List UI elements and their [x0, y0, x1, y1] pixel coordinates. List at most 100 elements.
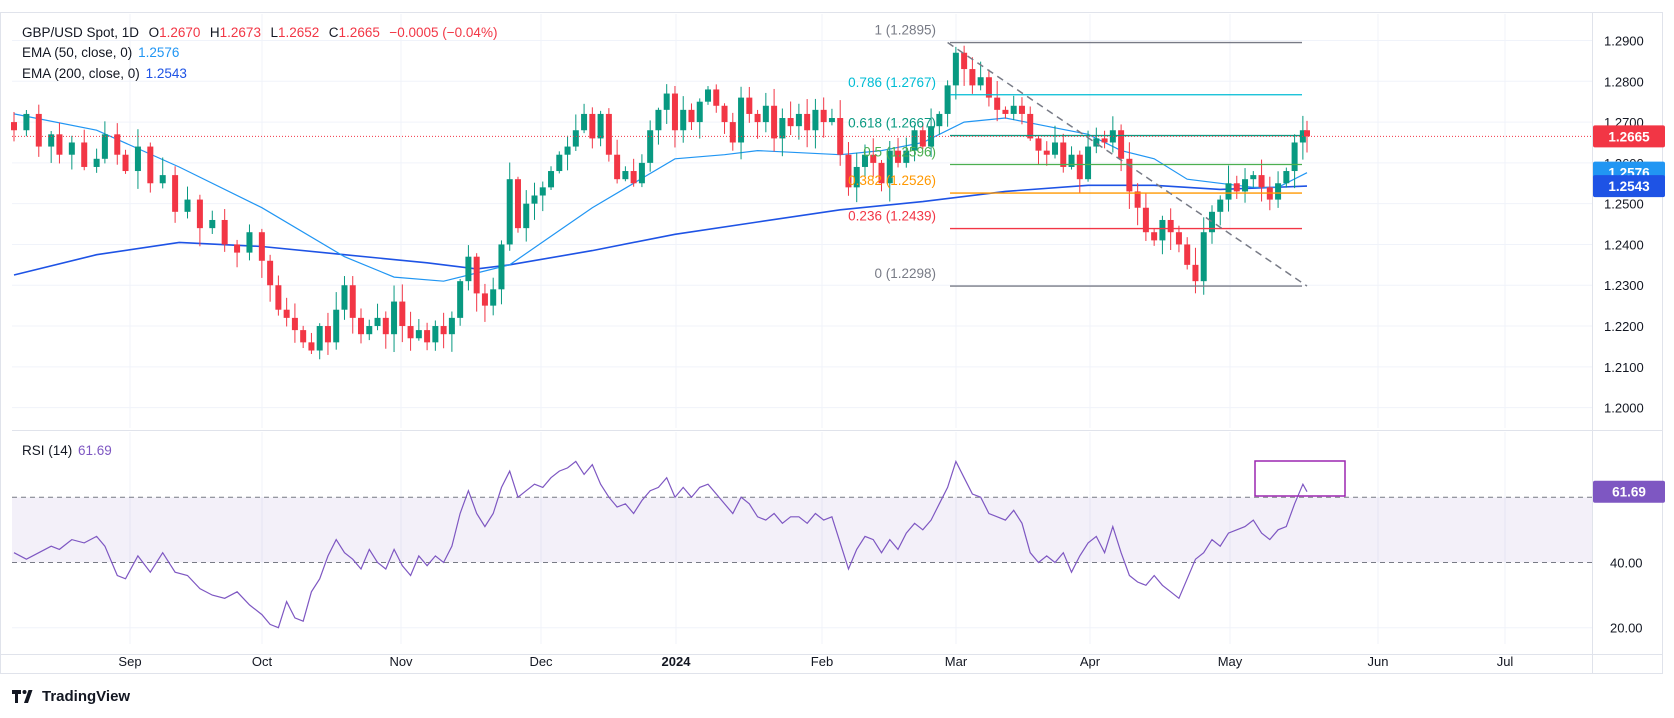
candle-body: [1217, 199, 1224, 212]
candle-body: [481, 293, 488, 306]
candle-body: [729, 122, 736, 143]
candle-body: [1233, 183, 1240, 192]
ema50-label: EMA (50, close, 0): [22, 45, 133, 60]
candle-body: [804, 113, 811, 131]
candle-body: [341, 285, 348, 310]
ema50-value: 1.2576: [138, 45, 180, 60]
time-tick-label: Nov: [389, 654, 413, 669]
candle-body: [399, 301, 406, 327]
rsi-tick-label: 20.00: [1610, 621, 1643, 636]
rsi-tick-label: 40.00: [1610, 555, 1643, 570]
chart-frame: [0, 12, 1663, 674]
candle-body: [903, 150, 910, 163]
candle-body: [1010, 105, 1017, 114]
candle-body: [465, 256, 472, 282]
candle-body: [1085, 146, 1092, 180]
candle-body: [911, 130, 918, 151]
candle-body: [506, 179, 513, 245]
tradingview-logo[interactable]: TradingView: [12, 688, 130, 705]
candle-body: [680, 109, 687, 131]
candle-body: [1043, 150, 1050, 155]
candle-body: [1225, 183, 1232, 200]
candle-body: [523, 203, 530, 229]
candle-body: [448, 317, 455, 335]
candle-body: [1192, 264, 1199, 282]
candle-body: [114, 134, 121, 155]
candle-body: [324, 326, 331, 343]
ema50-legend[interactable]: EMA (50, close, 0) 1.2576: [22, 45, 181, 60]
open-value: 1.2670: [159, 25, 201, 40]
rsi-badge: 61.69: [1612, 485, 1646, 500]
time-tick-label: Apr: [1080, 654, 1101, 669]
candle-body: [349, 285, 356, 318]
candle-body: [1134, 191, 1141, 208]
ema200-value: 1.2543: [145, 66, 187, 81]
candle-body: [994, 97, 1001, 110]
candle-body: [68, 142, 75, 155]
candle-body: [622, 171, 629, 180]
candle-body: [415, 330, 422, 339]
candle-body: [630, 171, 637, 184]
candle-body: [234, 244, 241, 253]
candle-body: [1175, 232, 1182, 245]
time-tick-label: Jun: [1368, 654, 1389, 669]
price-tick-label: 1.2500: [1604, 197, 1644, 212]
time-tick-label: 2024: [662, 654, 692, 669]
candle-body: [283, 309, 290, 318]
ema200-badge-bg: [1593, 175, 1665, 198]
time-tick-label: Mar: [945, 654, 968, 669]
candle-body: [473, 256, 480, 294]
brand-name: TradingView: [42, 688, 131, 705]
candle-body: [548, 171, 555, 188]
candle-body: [275, 285, 282, 310]
rsi-value: 61.69: [78, 443, 112, 458]
fib-level-label: 0.5 (1.2596): [863, 145, 936, 160]
candle-body: [1304, 130, 1310, 137]
rsi-legend[interactable]: RSI (14) 61.69: [22, 443, 114, 458]
candle-body: [1151, 232, 1158, 241]
candle-body: [1093, 138, 1100, 147]
candle-body: [1068, 154, 1075, 167]
candle-body: [11, 122, 17, 131]
candle-body: [1109, 130, 1116, 143]
candle-body: [1101, 138, 1108, 143]
close-value: 1.2665: [338, 25, 380, 40]
candle-body: [172, 175, 179, 212]
candle-body: [35, 113, 42, 147]
time-tick-label: May: [1218, 654, 1243, 669]
candle-body: [605, 113, 612, 155]
candle-body: [316, 326, 323, 351]
ema200-label: EMA (200, close, 0): [22, 66, 140, 81]
candle-body: [638, 162, 645, 184]
candle-body: [647, 130, 654, 163]
candle-body: [291, 317, 298, 331]
candle-body: [56, 134, 63, 155]
candle-body: [267, 260, 274, 286]
candle-body: [48, 134, 55, 147]
candle-body: [952, 52, 959, 86]
candle-body: [1200, 232, 1207, 282]
price-tick-label: 1.2100: [1604, 360, 1644, 375]
fib-level-label: 0.618 (1.2667): [848, 116, 936, 131]
time-tick-label: Oct: [252, 654, 273, 669]
time-tick-label: Feb: [811, 654, 833, 669]
candle-body: [771, 105, 778, 139]
price-tick-label: 1.2000: [1604, 401, 1644, 416]
candle-body: [539, 187, 546, 196]
candle-body: [564, 146, 571, 155]
candle-body: [1027, 113, 1034, 139]
ema200-legend[interactable]: EMA (200, close, 0) 1.2543: [22, 66, 189, 81]
candle-body: [878, 162, 885, 184]
candle-body: [333, 309, 340, 343]
candle-body: [589, 113, 596, 139]
candle-body: [721, 105, 728, 123]
candle-body: [440, 326, 447, 335]
rsi-badge-bg: [1593, 480, 1665, 503]
candle-body: [985, 77, 992, 98]
candle-body: [705, 89, 712, 102]
fib-level-label: 0.382 (1.2526): [848, 173, 936, 188]
candle-body: [1142, 207, 1149, 233]
candle-body: [1126, 158, 1133, 192]
candle-body: [886, 150, 893, 184]
candle-body: [828, 118, 835, 123]
